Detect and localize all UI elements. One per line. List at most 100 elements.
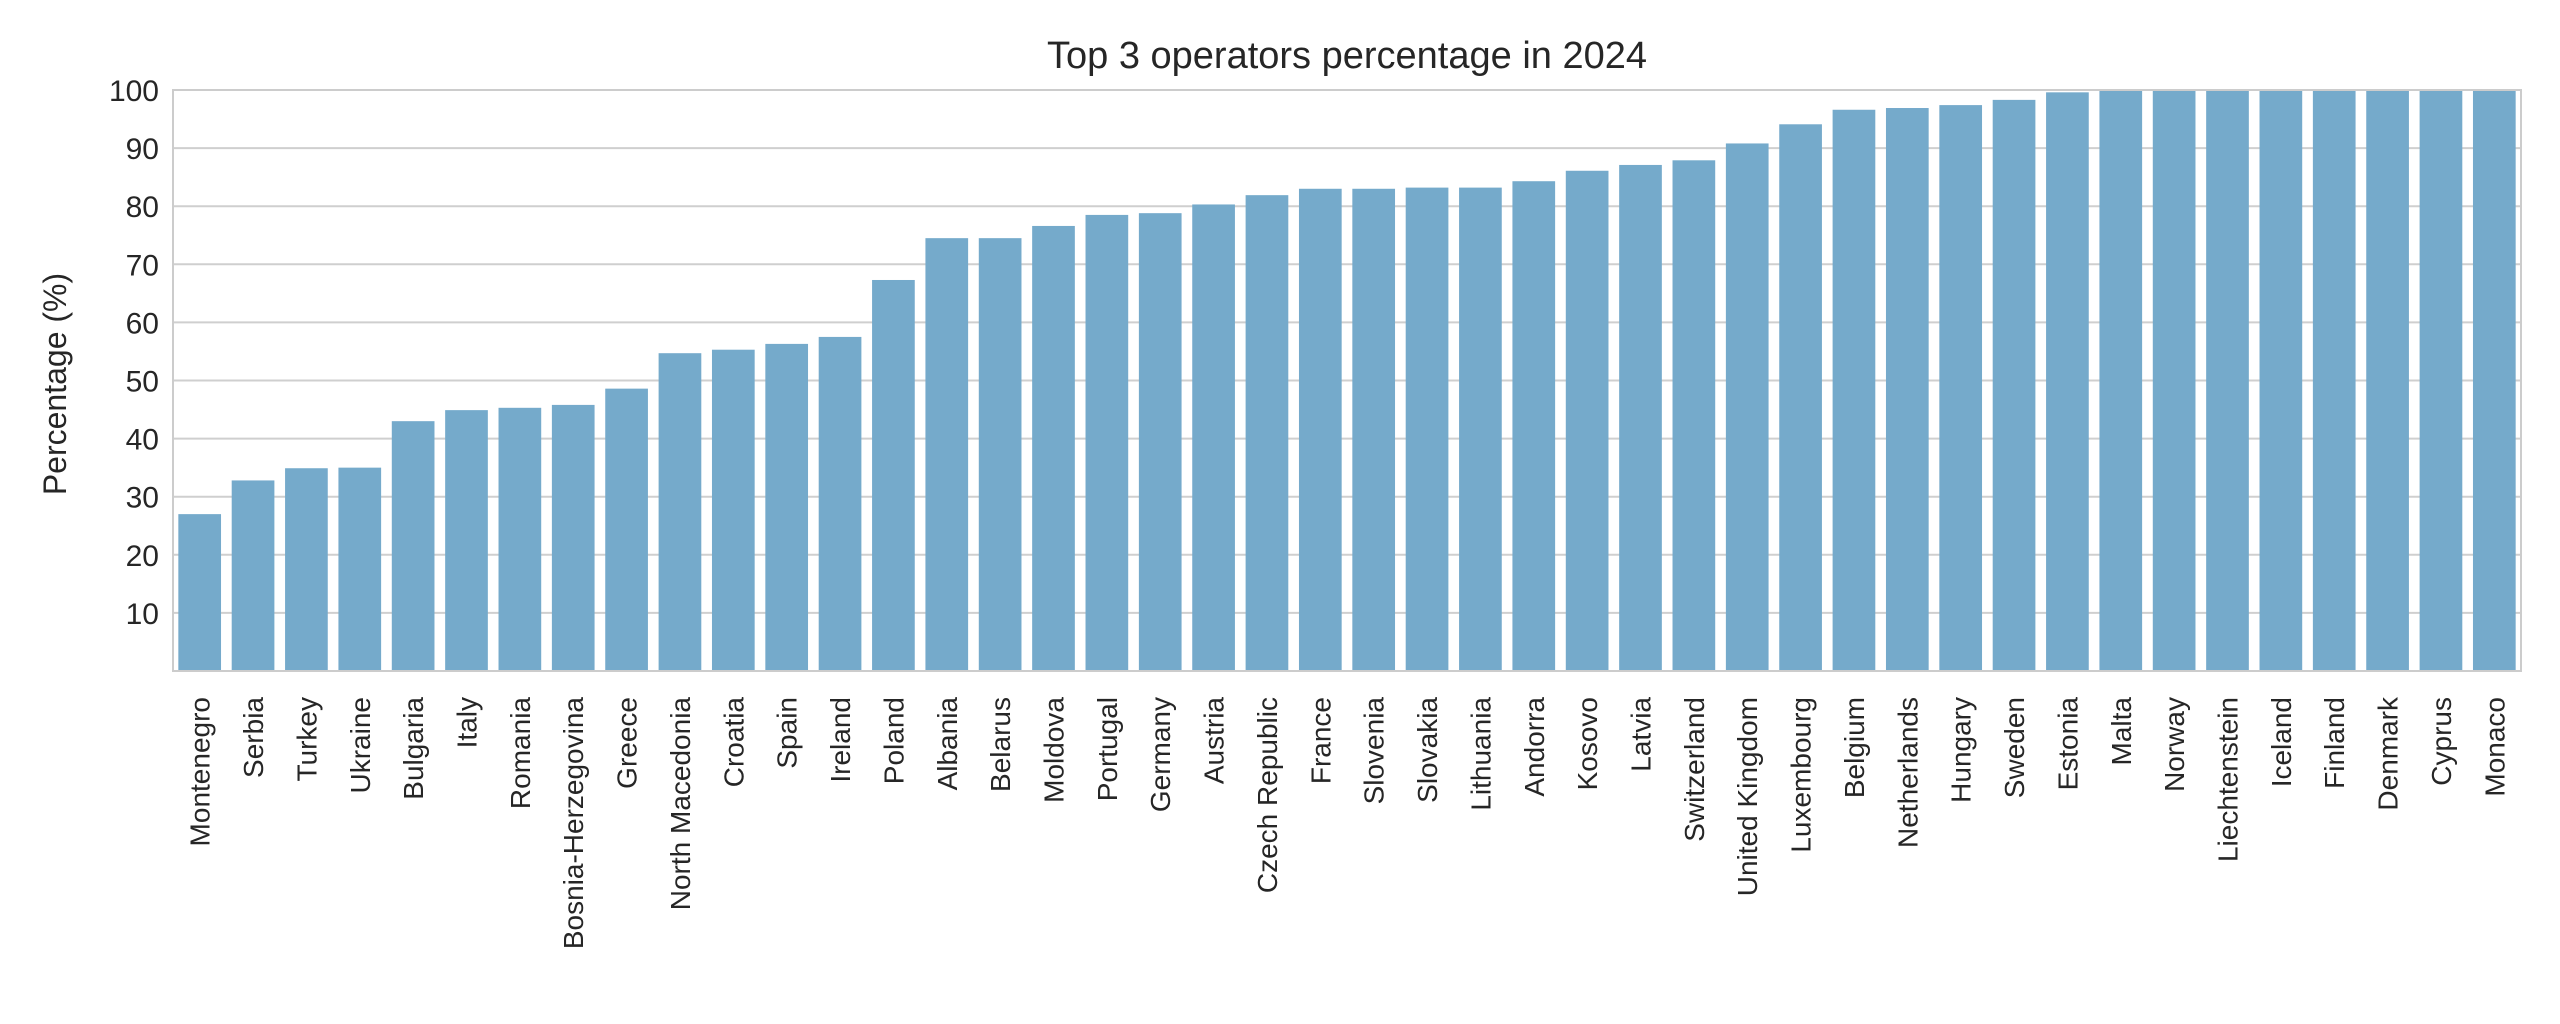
x-tick-label: Slovenia bbox=[1359, 697, 1390, 805]
bar bbox=[2312, 90, 2356, 671]
bar bbox=[2206, 90, 2249, 671]
x-tick-label: Sweden bbox=[1999, 697, 2030, 798]
bars bbox=[178, 90, 2516, 672]
bar bbox=[2152, 90, 2196, 671]
x-tick-label: Lithuania bbox=[1465, 697, 1496, 811]
y-tick-label: 30 bbox=[126, 482, 159, 515]
x-tick-label: Greece bbox=[612, 697, 643, 789]
bar bbox=[872, 279, 915, 671]
x-tick-label: Serbia bbox=[238, 697, 269, 778]
x-tick-label: Denmark bbox=[2373, 696, 2404, 811]
bar bbox=[1405, 187, 1449, 671]
x-tick-label: Liechtenstein bbox=[2213, 697, 2244, 862]
x-tick-label: Czech Republic bbox=[1252, 697, 1283, 893]
x-tick-label: France bbox=[1305, 697, 1336, 784]
bar bbox=[1138, 213, 1182, 671]
y-tick-label: 100 bbox=[109, 75, 159, 108]
bar bbox=[1512, 181, 1556, 672]
x-tick-label: Estonia bbox=[2052, 697, 2083, 791]
x-tick-label: Slovakia bbox=[1412, 697, 1443, 803]
bar bbox=[1032, 225, 1075, 672]
y-tick-label: 90 bbox=[126, 133, 159, 166]
bar bbox=[1832, 109, 1876, 671]
bar bbox=[658, 353, 702, 671]
x-tick-label: Malta bbox=[2106, 697, 2137, 766]
x-tick-label: Germany bbox=[1145, 697, 1176, 812]
bar bbox=[1939, 105, 1983, 671]
x-tick-label: Ireland bbox=[825, 697, 856, 783]
x-axis-ticks: Montenegro Serbia Turkey Ukraine Bulgaria Ita… bbox=[185, 696, 2511, 949]
x-tick-label: Romania bbox=[505, 697, 536, 809]
bar bbox=[2259, 90, 2303, 671]
bar bbox=[818, 336, 862, 671]
bar bbox=[1352, 188, 1396, 671]
x-tick-label: Monaco bbox=[2479, 697, 2510, 797]
x-tick-label: Austria bbox=[1199, 697, 1230, 785]
y-axis-ticks: 10 20 30 40 50 60 70 80 90 100 bbox=[109, 75, 159, 631]
bar bbox=[1459, 187, 1502, 671]
y-tick-label: 60 bbox=[126, 307, 159, 340]
x-tick-label: Albania bbox=[932, 697, 963, 791]
bar bbox=[445, 410, 488, 671]
bar bbox=[2472, 90, 2516, 671]
bar bbox=[1885, 108, 1929, 672]
bar bbox=[178, 514, 222, 671]
x-tick-label: Switzerland bbox=[1679, 697, 1710, 842]
x-tick-label: Bosnia-Herzegovina bbox=[558, 697, 589, 950]
x-tick-label: North Macedonia bbox=[665, 697, 696, 911]
bar bbox=[231, 480, 275, 671]
x-tick-label: Iceland bbox=[2266, 697, 2297, 787]
bar bbox=[765, 343, 809, 671]
bar bbox=[605, 388, 648, 671]
bar bbox=[1779, 124, 1822, 672]
bar bbox=[338, 467, 382, 671]
x-tick-label: Turkey bbox=[291, 697, 322, 782]
bar bbox=[551, 404, 595, 671]
bar bbox=[711, 349, 755, 671]
x-tick-label: United Kingdom bbox=[1732, 697, 1763, 896]
bar bbox=[2419, 90, 2463, 671]
bar bbox=[1565, 170, 1609, 671]
x-tick-label: Latvia bbox=[1626, 697, 1657, 772]
bar bbox=[978, 238, 1022, 671]
bar bbox=[1992, 99, 2036, 671]
bar bbox=[498, 407, 542, 671]
x-tick-label: Montenegro bbox=[185, 697, 216, 846]
bar bbox=[1619, 164, 1662, 671]
x-tick-label: Luxembourg bbox=[1786, 697, 1817, 853]
x-tick-label: Andorra bbox=[1519, 697, 1550, 797]
x-tick-label: Italy bbox=[452, 697, 483, 748]
bar bbox=[925, 238, 969, 671]
x-tick-label: Cyprus bbox=[2426, 697, 2457, 786]
bar bbox=[1192, 204, 1235, 671]
x-tick-label: Ukraine bbox=[345, 697, 376, 793]
x-tick-label: Finland bbox=[2319, 697, 2350, 789]
y-tick-label: 70 bbox=[126, 249, 159, 282]
bar bbox=[1672, 160, 1716, 671]
x-tick-label: Kosovo bbox=[1572, 697, 1603, 790]
bar bbox=[2046, 92, 2089, 672]
x-tick-label: Bulgaria bbox=[398, 697, 429, 800]
chart-title: Top 3 operators percentage in 2024 bbox=[1047, 35, 1647, 77]
plot-frame bbox=[172, 89, 2522, 672]
x-tick-label: Norway bbox=[2159, 697, 2190, 792]
y-tick-label: 20 bbox=[126, 540, 159, 573]
y-axis-label: Percentage (%) bbox=[37, 273, 73, 495]
x-tick-label: Hungary bbox=[1946, 697, 1977, 803]
x-tick-label: Spain bbox=[772, 697, 803, 769]
bar bbox=[1085, 214, 1129, 672]
x-tick-label: Croatia bbox=[718, 697, 749, 788]
x-tick-label: Belarus bbox=[985, 697, 1016, 792]
x-tick-label: Netherlands bbox=[1892, 697, 1923, 848]
bar bbox=[2099, 90, 2143, 671]
bar bbox=[1725, 143, 1769, 671]
y-tick-label: 80 bbox=[126, 191, 159, 224]
y-tick-label: 40 bbox=[126, 424, 159, 457]
bar bbox=[2366, 90, 2409, 671]
bar bbox=[1245, 195, 1289, 671]
x-tick-label: Moldova bbox=[1039, 697, 1070, 803]
bar bbox=[1298, 188, 1342, 671]
x-tick-label: Belgium bbox=[1839, 697, 1870, 798]
x-tick-label: Portugal bbox=[1092, 697, 1123, 801]
